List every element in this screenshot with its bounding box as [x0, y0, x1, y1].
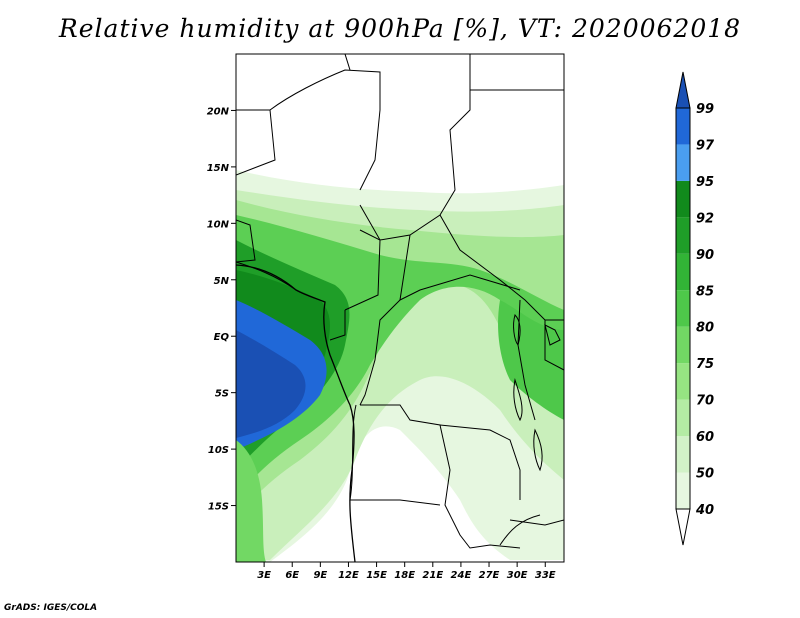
lat-tick-label: 10N: [207, 219, 230, 230]
lat-tick-label: 15S: [208, 502, 229, 513]
colorbar-box: [676, 180, 690, 218]
colorbar-box: [676, 363, 690, 400]
lon-tick-label: 15E: [366, 570, 387, 581]
colorbar-tick-label: 97: [696, 138, 715, 153]
colorbar: 40 50 60 70 75 80 85 90 92 95 97 99: [675, 71, 715, 546]
colorbar-box: [676, 399, 690, 437]
coastline: [236, 264, 356, 562]
colorbar-tick-label: 50: [696, 467, 714, 482]
lon-tick-label: 21E: [422, 570, 443, 581]
lon-axis: 3E 6E 9E 12E 15E 18E 21E 24E 27E 30E 33E: [257, 562, 556, 581]
lon-tick-label: 6E: [285, 570, 299, 581]
humidity-band-east: [498, 300, 564, 420]
lat-tick-label: 15N: [207, 163, 230, 174]
colorbar-tick-label: 80: [696, 321, 714, 336]
colorbar-box: [676, 326, 690, 364]
lon-tick-label: 18E: [394, 570, 415, 581]
lon-tick-label: 3E: [257, 570, 271, 581]
humidity-band-west-coast: [236, 440, 266, 562]
lat-axis: 20N 15N 10N 5N EQ 5S 10S 15S: [207, 106, 236, 513]
lon-tick-label: 24E: [451, 570, 472, 581]
colorbar-tick-label: 95: [696, 175, 714, 190]
humidity-band-99: [236, 330, 306, 438]
colorbar-tick-label: 85: [696, 284, 714, 299]
colorbar-lower-triangle: [675, 508, 691, 546]
colorbar-box: [676, 253, 690, 291]
lakes: [513, 314, 561, 472]
lat-tick-label: EQ: [214, 332, 230, 343]
lon-tick-label: 27E: [479, 570, 500, 581]
colorbar-upper-triangle: [675, 71, 691, 109]
colorbar-box: [676, 436, 690, 473]
map-title: Relative humidity at 900hPa [%], VT: 202…: [58, 14, 742, 43]
lat-tick-label: 5S: [215, 389, 229, 400]
colorbar-tick-label: 40: [695, 503, 714, 518]
colorbar-tick-label: 70: [696, 394, 714, 409]
colorbar-tick-label: 90: [696, 248, 714, 263]
colorbar-box: [676, 108, 690, 145]
colorbar-tick-label: 92: [696, 211, 714, 226]
lat-tick-label: 5N: [214, 276, 230, 287]
humidity-field: [236, 54, 564, 562]
colorbar-box: [676, 217, 690, 254]
colorbar-tick-label: 60: [696, 430, 714, 445]
map-frame: [235, 53, 565, 563]
lat-tick-label: 10S: [208, 445, 229, 456]
lon-tick-label: 33E: [535, 570, 556, 581]
colorbar-box: [676, 144, 690, 181]
country-borders: [236, 54, 564, 549]
colorbar-tick-label: 99: [696, 102, 714, 117]
lon-tick-label: 30E: [507, 570, 528, 581]
lon-tick-label: 12E: [338, 570, 359, 581]
colorbar-tick-label: 75: [696, 357, 714, 372]
lon-tick-label: 9E: [313, 570, 327, 581]
credit-text: GrADS: IGES/COLA: [4, 603, 98, 613]
colorbar-box: [676, 472, 690, 509]
lat-tick-label: 20N: [207, 106, 230, 117]
colorbar-box: [676, 290, 690, 327]
colorbar-outline: [675, 107, 691, 510]
